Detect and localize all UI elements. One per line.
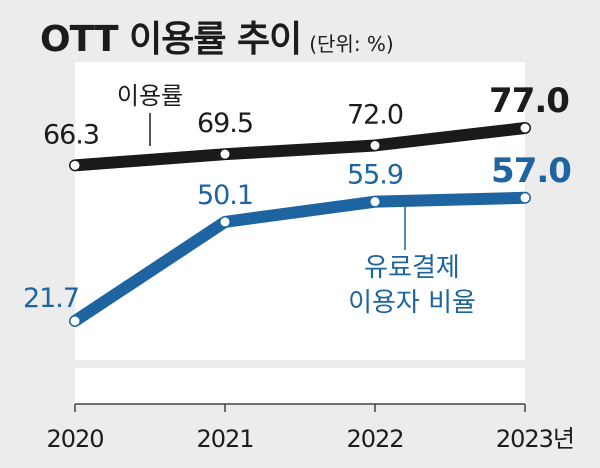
data-point <box>70 160 80 170</box>
plot-area-lower <box>75 368 525 404</box>
data-label: 66.3 <box>43 119 99 150</box>
series-line <box>69 122 531 172</box>
x-tick-label: 2022 <box>346 425 403 453</box>
series-name-paid-line: 유료결제 <box>364 253 460 283</box>
data-point <box>370 197 380 207</box>
series-name-paid-line: 이용자 비율 <box>348 288 476 318</box>
series-line <box>69 191 531 327</box>
chart-title: OTT 이용률 추이 <box>40 19 302 60</box>
chart-header: OTT 이용률 추이 (단위: %) <box>40 10 394 62</box>
data-label: 50.1 <box>197 180 253 211</box>
data-point <box>70 316 80 326</box>
x-tick-label: 2021 <box>196 425 253 453</box>
data-label: 55.9 <box>347 160 403 191</box>
series-name-usage: 이용률 <box>117 82 183 110</box>
x-tick-label: 2023년 <box>496 425 574 453</box>
data-point <box>370 140 380 150</box>
data-label: 77.0 <box>489 81 569 121</box>
chart-unit: (단위: %) <box>309 32 394 56</box>
data-point <box>520 193 530 203</box>
data-label: 21.7 <box>23 283 79 314</box>
data-label: 57.0 <box>491 151 571 191</box>
data-label: 72.0 <box>347 99 403 130</box>
x-tick-label: 2020 <box>46 425 103 453</box>
data-point <box>220 217 230 227</box>
data-label: 69.5 <box>197 108 253 139</box>
data-point <box>520 123 530 133</box>
data-point <box>220 149 230 159</box>
